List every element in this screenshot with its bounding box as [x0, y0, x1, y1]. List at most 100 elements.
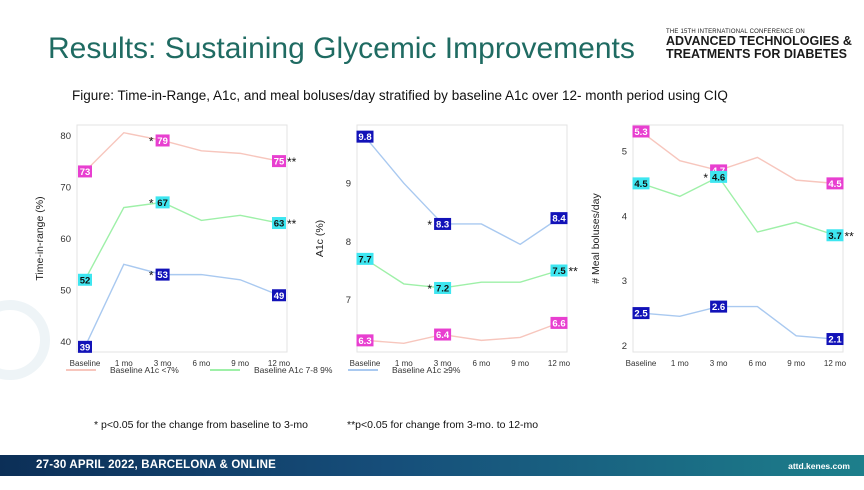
y-tick-label: 7	[346, 295, 351, 306]
footer-dates: 27-30 APRIL 2022, BARCELONA & ONLINE	[36, 459, 277, 471]
data-label-box	[155, 134, 170, 147]
significance-mark: **	[287, 155, 297, 169]
x-tick-label: 9 mo	[787, 359, 805, 368]
significance-mark: *	[427, 218, 432, 232]
series-line	[84, 263, 280, 348]
x-tick-label: 3 mo	[710, 359, 728, 368]
legend-label: Baseline A1c 7-8 9%	[254, 365, 333, 375]
data-label-box	[632, 125, 650, 138]
footer-url: attd.kenes.com	[788, 461, 850, 471]
data-label: 7.7	[358, 254, 371, 265]
x-tick-label: 12 mo	[268, 359, 291, 368]
legend-item-above-9: Baseline A1c ≥9%	[348, 365, 460, 375]
time-in-range-chart: Time-in-range (%) 40 50 60 70 80 Baseline 1 mo 3…	[34, 124, 297, 368]
y-tick-label: 40	[60, 337, 71, 348]
data-label: 67	[157, 198, 168, 209]
conference-top-line: THE 15TH INTERNATIONAL CONFERENCE ON	[666, 29, 805, 35]
x-tick-label: Baseline	[626, 359, 657, 368]
meal-boluses-chart: # Meal boluses/day 2 3 4 5 Baseline 1 mo 3 mo 6 …	[590, 124, 854, 368]
data-label-box	[826, 229, 844, 242]
data-label-box	[710, 300, 728, 313]
y-tick-label: 4	[622, 211, 627, 222]
series-line	[364, 322, 560, 344]
conference-name-line1: ADVANCED TECHNOLOGIES &	[666, 34, 852, 48]
y-tick-label: 70	[60, 182, 71, 193]
y-tick-label: 5	[622, 146, 627, 157]
slide-title: Results: Sustaining Glycemic Improvement…	[48, 32, 635, 65]
legend-swatch	[348, 369, 378, 371]
a1c-chart: A1c (%) 7 8 9 Baseline 1 mo 3 mo 6 mo 9 mo 12 mo 9…	[314, 124, 579, 368]
x-tick-label: 12 mo	[824, 359, 847, 368]
legend-label: Baseline A1c ≥9%	[392, 365, 461, 375]
significance-mark: **	[569, 265, 579, 279]
significance-mark: *	[427, 282, 432, 296]
data-label: 6.4	[436, 330, 450, 341]
data-label-box	[826, 333, 844, 346]
legend-swatch	[66, 369, 96, 371]
y-axis-label: A1c (%)	[314, 220, 326, 257]
data-label: 52	[80, 275, 91, 286]
data-label: 39	[80, 342, 91, 353]
series-line	[84, 201, 280, 281]
x-tick-label: 1 mo	[115, 359, 133, 368]
figure-caption: Figure: Time-in-Range, A1c, and meal bol…	[72, 88, 728, 103]
data-label: 8.3	[436, 220, 449, 231]
x-tick-label: 1 mo	[395, 359, 413, 368]
data-label: 3.7	[828, 231, 841, 242]
data-label: 2.1	[828, 335, 842, 346]
data-label: 6.3	[358, 336, 371, 347]
data-label: 4.5	[634, 179, 648, 190]
significance-mark: **	[287, 217, 297, 231]
data-label-box	[710, 170, 728, 183]
y-axis-label: Time-in-range (%)	[34, 196, 46, 280]
data-label: 49	[274, 291, 285, 302]
data-label-box	[78, 273, 92, 286]
data-label-box	[78, 165, 92, 178]
data-label-box	[550, 212, 568, 225]
footnote-single-star: * p<0.05 for the change from baseline to…	[94, 419, 308, 431]
x-tick-label: 3 mo	[154, 359, 172, 368]
data-label-box	[434, 281, 452, 294]
data-label: 4.5	[828, 179, 842, 190]
data-label-box	[356, 334, 374, 347]
significance-mark: *	[149, 269, 154, 283]
data-label-box	[78, 340, 92, 353]
plot-frame	[76, 124, 288, 353]
significance-mark: *	[149, 134, 154, 148]
x-tick-label: 3 mo	[434, 359, 452, 368]
series-line	[640, 175, 836, 236]
legend-swatch	[210, 369, 240, 371]
legend-label: Baseline A1c <7%	[110, 365, 179, 375]
x-tick-label: Baseline	[350, 359, 381, 368]
data-label: 75	[274, 157, 285, 168]
data-label: 53	[157, 270, 168, 281]
decorative-ring	[0, 300, 50, 380]
data-label: 7.5	[552, 266, 566, 277]
data-label-box	[434, 217, 452, 230]
y-tick-label: 3	[622, 276, 627, 287]
legend-item-below-7: Baseline A1c <7%	[66, 365, 179, 375]
data-label-box	[272, 289, 286, 302]
y-tick-label: 60	[60, 234, 71, 245]
series-line	[640, 305, 836, 340]
data-label-box	[356, 252, 374, 265]
data-label-box	[272, 217, 286, 230]
series-line	[364, 136, 560, 246]
y-tick-label: 2	[622, 341, 627, 352]
y-tick-label: 9	[346, 179, 351, 190]
conference-name-line2: TREATMENTS FOR DIABETES	[666, 47, 848, 61]
data-label-box	[356, 130, 374, 143]
significance-mark: *	[703, 171, 708, 185]
x-tick-label: 1 mo	[671, 359, 689, 368]
data-label-box	[826, 177, 844, 190]
series-line	[640, 130, 836, 185]
data-label-box	[272, 155, 286, 168]
data-label: 63	[274, 219, 285, 230]
x-tick-label: 12 mo	[548, 359, 571, 368]
data-label-box	[434, 328, 452, 341]
data-label: 79	[157, 136, 168, 147]
data-label: 9.8	[358, 132, 371, 143]
footnote-double-star: **p<0.05 for change from 3-mo. to 12-mo	[347, 419, 539, 431]
data-label: 6.6	[552, 318, 565, 329]
plot-frame	[632, 124, 844, 353]
